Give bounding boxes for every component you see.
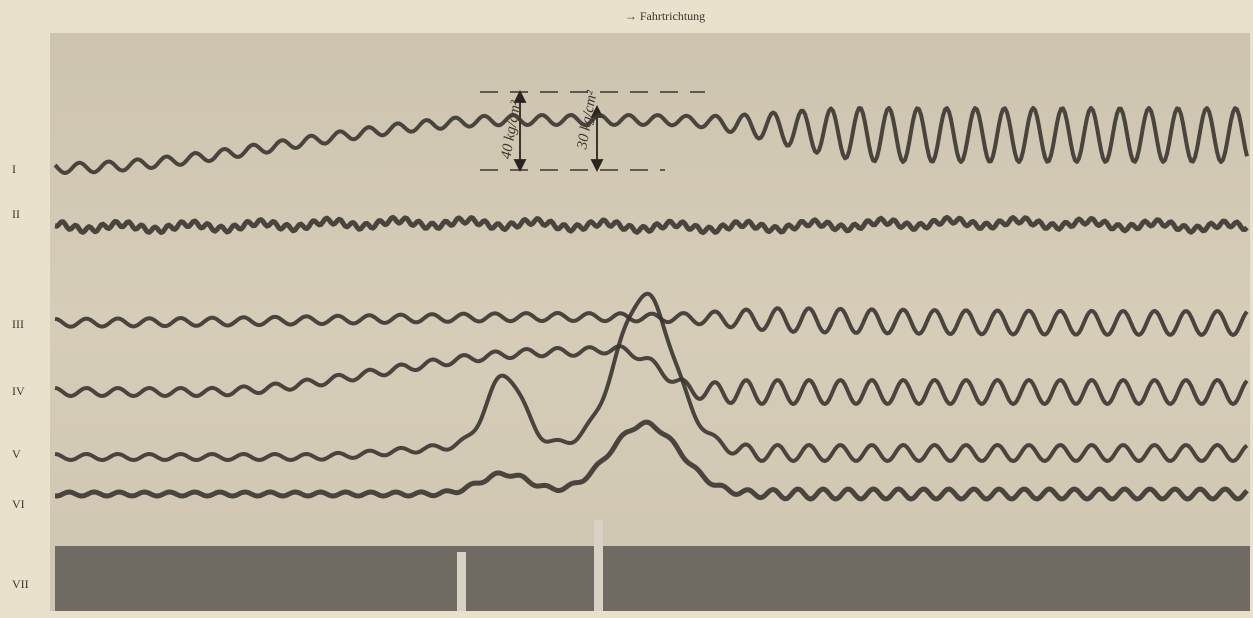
page: → Fahrtrichtung 40 kg/cm² 30 kg/cm² IIII… <box>0 0 1253 613</box>
row-label: IV <box>12 384 25 398</box>
marker <box>457 552 466 611</box>
marker <box>594 520 603 611</box>
row-label: III <box>12 317 24 331</box>
row-label: VII <box>12 577 29 591</box>
row-label: V <box>12 447 21 461</box>
row-label: VI <box>12 497 25 511</box>
figure: → Fahrtrichtung 40 kg/cm² 30 kg/cm² IIII… <box>0 0 1253 613</box>
trace-vii-strip <box>55 546 1250 611</box>
caption: → Fahrtrichtung <box>625 9 705 23</box>
row-label: II <box>12 207 20 221</box>
row-label: I <box>12 162 16 176</box>
